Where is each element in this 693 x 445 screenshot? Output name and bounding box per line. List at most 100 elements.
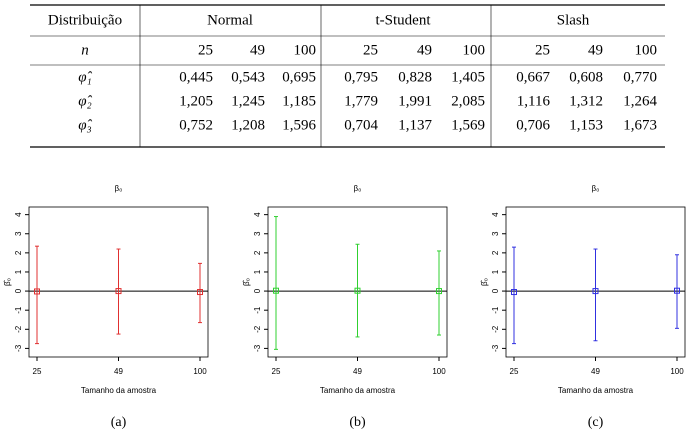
table-cell: 0,543 <box>231 69 265 85</box>
y-tick-label: 1 <box>14 269 23 274</box>
table-cell: 1,405 <box>451 69 485 85</box>
table-header: t-Student <box>376 12 432 28</box>
table-n-cell: 100 <box>463 42 486 58</box>
y-tick-label: 0 <box>491 288 500 293</box>
table-cell: 0,608 <box>569 69 603 85</box>
table-header: Normal <box>207 12 253 28</box>
y-tick-label: 2 <box>491 250 500 255</box>
table-cell: 0,795 <box>344 69 378 85</box>
table-n-cell: 49 <box>417 42 432 58</box>
point <box>197 289 203 296</box>
y-tick-label: 4 <box>253 212 262 217</box>
table-cell: 0,752 <box>179 117 213 133</box>
y-tick-label: 3 <box>491 231 500 236</box>
table-n-cell: 49 <box>250 42 265 58</box>
table-cell: 0,667 <box>516 69 550 85</box>
chart-title: β₀ <box>592 184 600 193</box>
y-axis-label: β̂₀ <box>242 278 251 286</box>
y-tick-label: -2 <box>14 325 23 333</box>
x-tick-label: 49 <box>591 367 600 376</box>
point <box>592 288 599 295</box>
table-cell: 0,704 <box>344 117 378 133</box>
y-tick-label: 3 <box>14 231 23 236</box>
caption: (a) <box>111 415 127 430</box>
y-tick-label: -3 <box>491 344 500 352</box>
table-n-cell: 25 <box>198 42 213 58</box>
x-axis-label: Tamanho da amostra <box>81 386 157 395</box>
caption: (b) <box>349 415 366 430</box>
table-cell: 1,153 <box>569 117 603 133</box>
table-cell: 1,205 <box>179 93 213 109</box>
table-n-cell: 25 <box>535 42 550 58</box>
table-cell: φ̂₃ <box>78 117 92 133</box>
table-cell: 1,185 <box>282 93 316 109</box>
y-axis-label: β̂₀ <box>3 278 12 286</box>
y-tick-label: 0 <box>14 288 23 293</box>
table-cell: φ̂₂ <box>78 93 92 109</box>
point <box>511 289 517 296</box>
table-cell: φ̂₁ <box>78 69 92 85</box>
point <box>674 287 680 294</box>
y-tick-label: -1 <box>491 306 500 314</box>
x-tick-label: 25 <box>33 367 42 376</box>
chart-title: β₀ <box>354 184 362 193</box>
table-cell: 1,596 <box>282 117 316 133</box>
y-tick-label: 2 <box>253 250 262 255</box>
y-tick-label: -3 <box>14 344 23 352</box>
table-n-cell: n <box>81 42 89 58</box>
table-cell: 2,085 <box>451 93 485 109</box>
point <box>354 287 361 294</box>
table-cell: 0,828 <box>398 69 432 85</box>
table-cell: 1,137 <box>398 117 432 133</box>
point <box>273 287 279 294</box>
chart-title: β₀ <box>115 184 123 193</box>
y-axis-label: β̂₀ <box>480 278 489 286</box>
table-cell: 1,116 <box>517 93 551 109</box>
table-n-cell: 100 <box>635 42 658 58</box>
table-cell: 1,673 <box>623 117 657 133</box>
x-tick-label: 100 <box>193 367 207 376</box>
table-cell: 0,695 <box>282 69 316 85</box>
point <box>115 288 122 295</box>
table-rules <box>30 4 665 148</box>
caption: (c) <box>588 415 604 430</box>
table-header: Slash <box>557 12 590 28</box>
x-tick-label: 100 <box>670 367 684 376</box>
y-tick-label: -1 <box>14 306 23 314</box>
x-axis-label: Tamanho da amostra <box>558 386 634 395</box>
table-cell: 1,245 <box>231 93 265 109</box>
y-tick-label: 4 <box>491 212 500 217</box>
table-n-cell: 100 <box>294 42 317 58</box>
y-tick-label: 4 <box>14 212 23 217</box>
table-header: Distribuição <box>48 12 122 28</box>
y-tick-label: -3 <box>253 344 262 352</box>
table-cell: 0,770 <box>623 69 657 85</box>
y-tick-label: -1 <box>253 306 262 314</box>
x-tick-label: 25 <box>510 367 519 376</box>
x-axis-label: Tamanho da amostra <box>320 386 396 395</box>
table-n-cell: 49 <box>588 42 603 58</box>
table-cell: 1,991 <box>398 93 432 109</box>
table-n-cell: 25 <box>363 42 378 58</box>
point <box>34 288 40 295</box>
x-tick-label: 100 <box>432 367 446 376</box>
table-cell: 0,706 <box>516 117 550 133</box>
y-tick-label: 0 <box>253 288 262 293</box>
table-cell: 1,569 <box>451 117 485 133</box>
table-cell: 1,779 <box>344 93 378 109</box>
y-tick-label: 2 <box>14 250 23 255</box>
table-cell: 1,208 <box>231 117 265 133</box>
x-tick-label: 25 <box>272 367 281 376</box>
y-tick-label: -2 <box>491 325 500 333</box>
x-tick-label: 49 <box>114 367 123 376</box>
point <box>436 288 442 295</box>
table-cell: 0,445 <box>179 69 213 85</box>
y-tick-label: 1 <box>253 269 262 274</box>
y-tick-label: -2 <box>253 325 262 333</box>
table-cell: 1,312 <box>569 93 603 109</box>
y-tick-label: 3 <box>253 231 262 236</box>
y-tick-label: 1 <box>491 269 500 274</box>
x-tick-label: 49 <box>353 367 362 376</box>
table-cell: 1,264 <box>623 93 657 109</box>
